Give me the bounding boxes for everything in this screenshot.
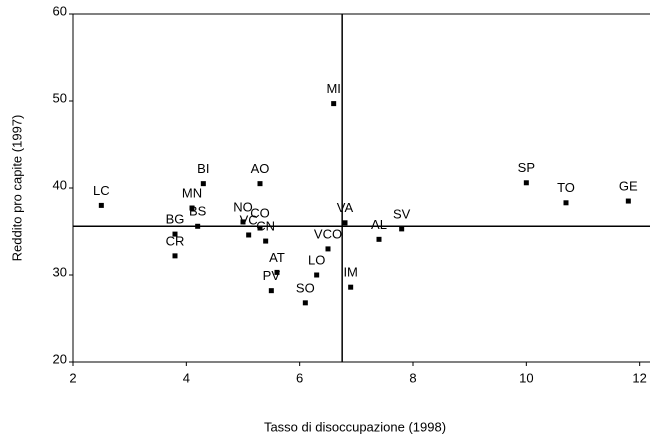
point-label: TO — [557, 180, 575, 195]
x-axis-title: Tasso di disoccupazione (1998) — [264, 419, 446, 434]
point — [98, 202, 104, 208]
point — [172, 231, 178, 237]
point-label: GE — [619, 178, 638, 193]
point-label: BS — [189, 204, 207, 219]
point-label: IM — [343, 265, 357, 280]
point-label: NO — [233, 199, 253, 214]
point — [314, 272, 320, 278]
x-tick-label: 2 — [69, 370, 76, 385]
point-label: SV — [393, 206, 411, 221]
point-label: PV — [263, 268, 281, 283]
point — [240, 219, 246, 225]
point — [195, 223, 201, 229]
x-tick-label: 6 — [296, 370, 303, 385]
point-label: BG — [166, 212, 185, 227]
x-tick-label: 12 — [632, 370, 646, 385]
point-label: AL — [371, 217, 387, 232]
point — [342, 220, 348, 226]
x-tick-label: 10 — [519, 370, 533, 385]
point — [257, 181, 263, 187]
point-label: SO — [296, 280, 315, 295]
point-label: AT — [269, 250, 285, 265]
point — [268, 288, 274, 294]
point — [189, 205, 195, 211]
point — [274, 269, 280, 275]
point — [348, 284, 354, 290]
y-tick-label: 50 — [53, 90, 67, 105]
point — [523, 180, 529, 186]
point — [246, 232, 252, 238]
point-label: CR — [166, 233, 185, 248]
point-label: CO — [250, 205, 270, 220]
point — [302, 300, 308, 306]
point-label: CN — [256, 219, 275, 234]
point — [263, 238, 269, 244]
point-label: AO — [251, 161, 270, 176]
point — [399, 226, 405, 232]
y-tick-label: 30 — [53, 264, 67, 279]
y-axis-title: Reddito pro capite (1997) — [9, 115, 24, 262]
point-label: BI — [197, 161, 209, 176]
point — [325, 246, 331, 252]
x-tick-label: 4 — [183, 370, 190, 385]
y-tick-label: 20 — [53, 351, 67, 366]
point-label: VCO — [314, 226, 342, 241]
point-label: LC — [93, 183, 110, 198]
point-label: MI — [326, 81, 340, 96]
point-label: MN — [182, 185, 202, 200]
point — [257, 225, 263, 231]
point — [376, 236, 382, 242]
point — [172, 253, 178, 259]
y-tick-label: 60 — [53, 3, 67, 18]
point — [625, 198, 631, 204]
y-tick-label: 40 — [53, 177, 67, 192]
point-label: VA — [337, 200, 354, 215]
point-label: SP — [518, 160, 535, 175]
x-tick-label: 8 — [409, 370, 416, 385]
point-label: VC — [240, 212, 258, 227]
point — [563, 200, 569, 206]
point — [331, 101, 337, 107]
point-label: LO — [308, 252, 325, 267]
point — [200, 181, 206, 187]
